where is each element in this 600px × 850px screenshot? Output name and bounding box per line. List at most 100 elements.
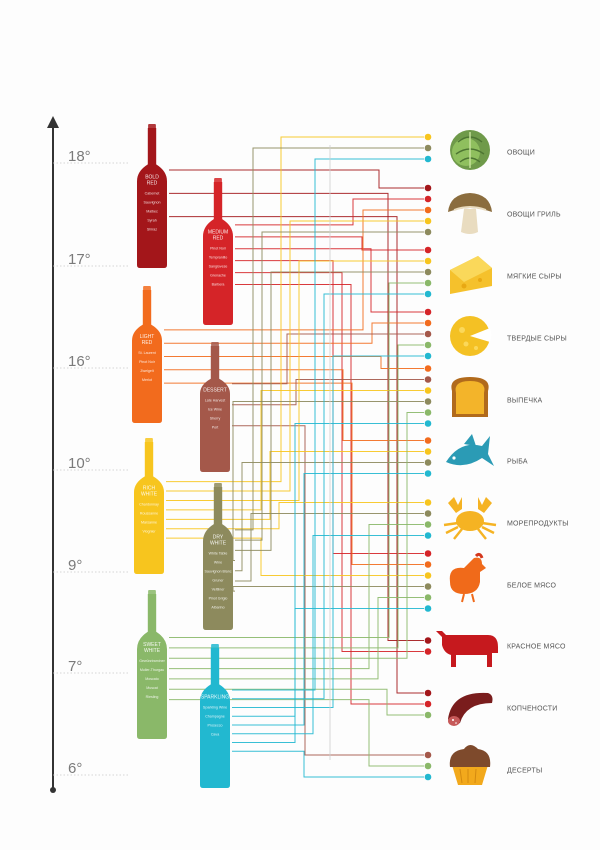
temperature-label: 10°	[68, 455, 91, 472]
pairing-dot	[424, 308, 432, 316]
bottle-title: SWEET	[143, 642, 161, 648]
bottle-title: DESSERT	[203, 387, 227, 393]
pairing-dot	[424, 583, 432, 590]
pairing-dot	[424, 773, 432, 781]
pairing-dot	[424, 341, 432, 349]
pairing-line	[232, 401, 424, 562]
pairing-line	[169, 524, 424, 670]
pairing-dot	[424, 155, 432, 163]
chicken-icon	[449, 552, 486, 603]
bottle-variety: Syrah	[147, 218, 156, 222]
pairing-dot	[424, 532, 432, 539]
pairing-dot	[424, 279, 432, 287]
bottle-variety: Shiraz	[147, 227, 157, 231]
food-label: МОРЕПРОДУКТЫ	[507, 521, 569, 528]
bread-icon	[451, 377, 489, 417]
pairing-dot	[424, 352, 432, 360]
axis-arrow-icon	[47, 116, 59, 128]
bottle-variety: St. Laurent	[138, 351, 156, 355]
pairing-line	[232, 586, 424, 592]
temperature-label: 18°	[68, 148, 91, 165]
food-label: ДЕСЕРТЫ	[507, 768, 542, 775]
pairing-dot	[424, 184, 432, 192]
bottle-variety: Pinot Noir	[210, 246, 227, 250]
pairing-dot	[424, 648, 432, 655]
bottle-variety: Champagne	[205, 714, 225, 718]
axis-end-dot	[50, 787, 56, 793]
pairing-dot	[424, 257, 432, 265]
food-label: БЕЛОЕ МЯСО	[507, 583, 557, 590]
food-labels: ОВОЩИ ОВОЩИ ГРИЛЬ МЯГКИЕ СЫРЫ ТВЕРДЫЕ СЫРЫ В…	[507, 150, 569, 775]
pairing-line	[232, 423, 424, 717]
bottle-variety: Port	[212, 425, 219, 429]
pairing-line	[232, 425, 424, 756]
pairing-dot	[424, 376, 432, 383]
bottle-variety: Cava	[211, 732, 219, 736]
pairing-dot	[424, 195, 432, 203]
pairing-connections	[164, 136, 424, 778]
bottle-variety: Muscat	[146, 686, 158, 690]
bottle-title: RICH	[143, 486, 156, 492]
temperature-axis	[47, 116, 59, 793]
food-label: ОВОЩИ	[507, 150, 535, 157]
bottle-variety: Late Harvest	[205, 398, 225, 402]
bottle-variety: Ice Wine	[208, 407, 222, 411]
pairing-dot	[424, 330, 432, 338]
pairing-line	[235, 513, 424, 582]
temperature-label: 16°	[68, 353, 91, 370]
bottle-variety: Sauvignon	[144, 200, 161, 204]
bottle-variety: Sangiovese	[209, 264, 228, 268]
food-label: РЫБА	[507, 459, 528, 466]
pairing-line	[166, 136, 424, 483]
soft-cheese-icon	[450, 256, 492, 294]
bottle-variety: Roussanne	[140, 512, 158, 516]
bottle-variety: Albarino	[211, 605, 224, 609]
pairing-dot	[424, 637, 432, 644]
bottle-title: DRY	[213, 534, 224, 540]
food-label: ТВЕРДЫЕ СЫРЫ	[507, 336, 567, 343]
pairing-line	[232, 158, 424, 691]
pairing-line	[166, 220, 424, 492]
pairing-dot	[424, 409, 432, 416]
pairing-dot	[424, 319, 432, 327]
pairing-dot	[424, 711, 432, 719]
bottle-title: MEDIUM	[208, 229, 228, 235]
bottle-title: BOLD	[145, 174, 159, 180]
pairing-line	[166, 390, 424, 511]
pairing-dot	[424, 459, 432, 466]
pairing-dot	[424, 420, 432, 427]
pairing-dot	[424, 448, 432, 455]
pairing-line	[232, 608, 424, 743]
pairing-dot	[424, 550, 432, 557]
bottle-title: WHITE	[210, 540, 227, 546]
temperature-labels: 18° 17° 16° 10° 9° 7° 6°	[53, 148, 130, 777]
hard-cheese-icon	[450, 316, 492, 356]
wine-bottle-dessert: DESSERT Late Harvest Ice Wine Sherry Port	[200, 342, 230, 472]
food-label: МЯГКИЕ СЫРЫ	[507, 274, 562, 281]
pairing-line	[232, 293, 424, 700]
bottle-variety: Malbec	[146, 209, 158, 213]
pairing-dot	[424, 510, 432, 517]
bottle-variety: Pinot Noir	[139, 360, 156, 364]
pairing-dot	[424, 561, 432, 568]
pairing-dots	[424, 133, 432, 781]
bottle-title: WHITE	[141, 492, 158, 498]
bottle-variety: Moscato	[145, 677, 159, 681]
food-label: ОВОЩИ ГРИЛЬ	[507, 212, 561, 219]
pairing-dot	[424, 700, 432, 708]
bottle-variety: Marsanne	[141, 521, 157, 525]
bottle-variety: Muller-Thurgau	[140, 668, 164, 672]
pairing-dot	[424, 521, 432, 528]
wine-bottles: BOLDREDCabernetSauvignonMalbecSyrahShira…	[132, 124, 233, 788]
food-label: ВЫПЕЧКА	[507, 398, 543, 405]
pairing-line	[169, 169, 424, 189]
bottle-variety: Zweigelt	[140, 369, 153, 373]
pairing-dot	[424, 594, 432, 601]
bottle-variety: Gruner	[212, 578, 224, 582]
pairing-dot	[424, 762, 432, 770]
bottle-variety: Veltliner	[212, 587, 226, 591]
